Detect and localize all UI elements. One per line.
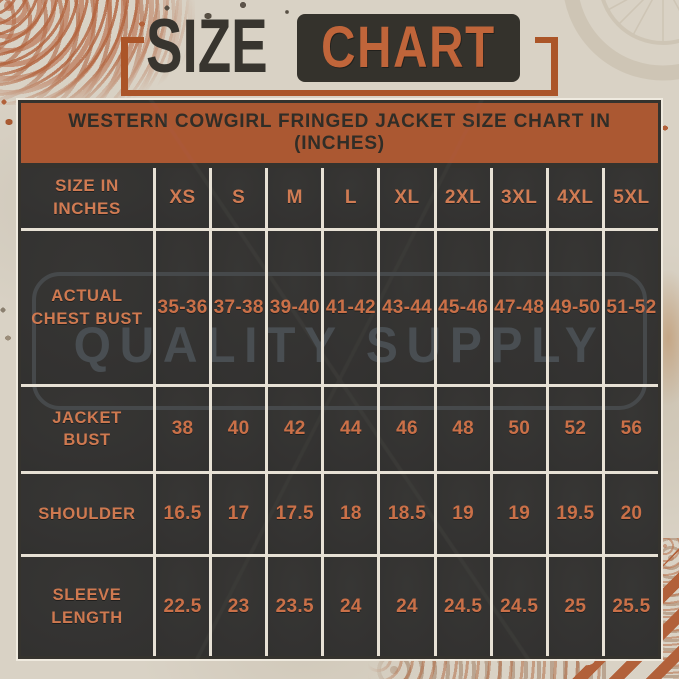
value-cell: 17	[212, 474, 266, 554]
row-label: SHOULDER	[21, 474, 153, 554]
value-cell: 49-50	[548, 231, 602, 384]
value-cell: 52	[548, 387, 602, 471]
value-cell: 25	[548, 557, 602, 656]
size-column-header: 5XL	[604, 168, 658, 228]
size-column-header: S	[212, 168, 266, 228]
value-cell: 24	[324, 557, 378, 656]
value-cell: 35-36	[156, 231, 210, 384]
bicycle-wheel-sketch	[564, 0, 679, 81]
value-cell: 41-42	[324, 231, 378, 384]
value-cell: 47-48	[492, 231, 546, 384]
size-chart-grid: SIZE IN INCHES XS S M L XL 2XL 3XL 4XL 5XL ACTUAL …	[18, 166, 661, 659]
value-cell: 46	[380, 387, 434, 471]
value-cell: 19	[436, 474, 490, 554]
value-cell: 24.5	[436, 557, 490, 656]
table-title-banner: WESTERN COWGIRL FRINGED JACKET SIZE CHAR…	[18, 100, 661, 166]
size-column-header: XL	[380, 168, 434, 228]
column-header-size-in-inches: SIZE IN INCHES	[21, 168, 153, 228]
value-cell: 24.5	[492, 557, 546, 656]
size-chart-table: WESTERN COWGIRL FRINGED JACKET SIZE CHAR…	[18, 100, 661, 659]
value-cell: 37-38	[212, 231, 266, 384]
size-column-header: M	[268, 168, 322, 228]
size-column-header: L	[324, 168, 378, 228]
value-cell: 43-44	[380, 231, 434, 384]
value-cell: 22.5	[156, 557, 210, 656]
size-column-header: 2XL	[436, 168, 490, 228]
size-column-header: XS	[156, 168, 210, 228]
value-cell: 48	[436, 387, 490, 471]
value-cell: 42	[268, 387, 322, 471]
value-cell: 45-46	[436, 231, 490, 384]
title-word-chart: CHART	[321, 15, 496, 80]
value-cell: 18	[324, 474, 378, 554]
value-cell: 23.5	[268, 557, 322, 656]
value-cell: 17.5	[268, 474, 322, 554]
value-cell: 18.5	[380, 474, 434, 554]
value-cell: 20	[604, 474, 658, 554]
value-cell: 16.5	[156, 474, 210, 554]
value-cell: 39-40	[268, 231, 322, 384]
row-label: JACKET BUST	[21, 387, 153, 471]
value-cell: 51-52	[604, 231, 658, 384]
value-cell: 24	[380, 557, 434, 656]
title-chart-box: CHART	[297, 14, 520, 82]
size-column-header: 3XL	[492, 168, 546, 228]
title-word-size: SIZE	[146, 4, 268, 89]
value-cell: 40	[212, 387, 266, 471]
row-label: SLEEVE LENGTH	[21, 557, 153, 656]
value-cell: 56	[604, 387, 658, 471]
table-title-text: WESTERN COWGIRL FRINGED JACKET SIZE CHAR…	[68, 111, 611, 154]
value-cell: 38	[156, 387, 210, 471]
value-cell: 50	[492, 387, 546, 471]
value-cell: 19.5	[548, 474, 602, 554]
size-column-header: 4XL	[548, 168, 602, 228]
value-cell: 25.5	[604, 557, 658, 656]
speckle-band-right	[659, 538, 679, 679]
value-cell: 19	[492, 474, 546, 554]
value-cell: 23	[212, 557, 266, 656]
value-cell: 44	[324, 387, 378, 471]
row-label: ACTUAL CHEST BUST	[21, 231, 153, 384]
